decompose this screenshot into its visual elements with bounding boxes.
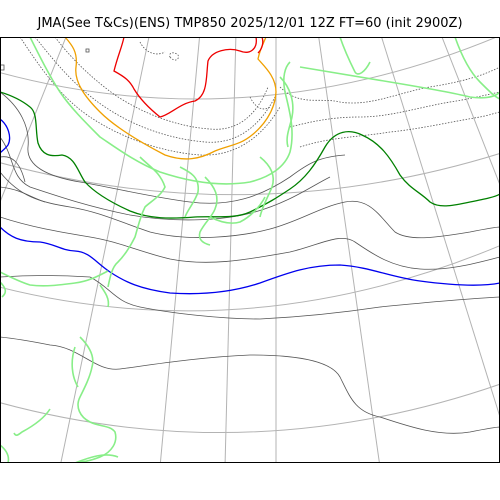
map-frame-border [0,37,500,463]
isotherm-green [0,91,500,219]
isotherm-blue-west [0,118,11,154]
map-markers [0,48,90,71]
isotherm-orange [64,37,277,160]
isotherm-blue [0,226,500,295]
graticule-meridians [0,37,500,463]
coastlines [0,37,500,463]
isotherm-red-east [257,37,264,54]
map-title: JMA(See T&Cs)(ENS) TMP850 2025/12/01 12Z… [37,16,463,31]
isotherms [0,91,500,434]
temperature-map [0,37,500,463]
map-panel [0,37,500,463]
isotherm-red [113,37,257,118]
